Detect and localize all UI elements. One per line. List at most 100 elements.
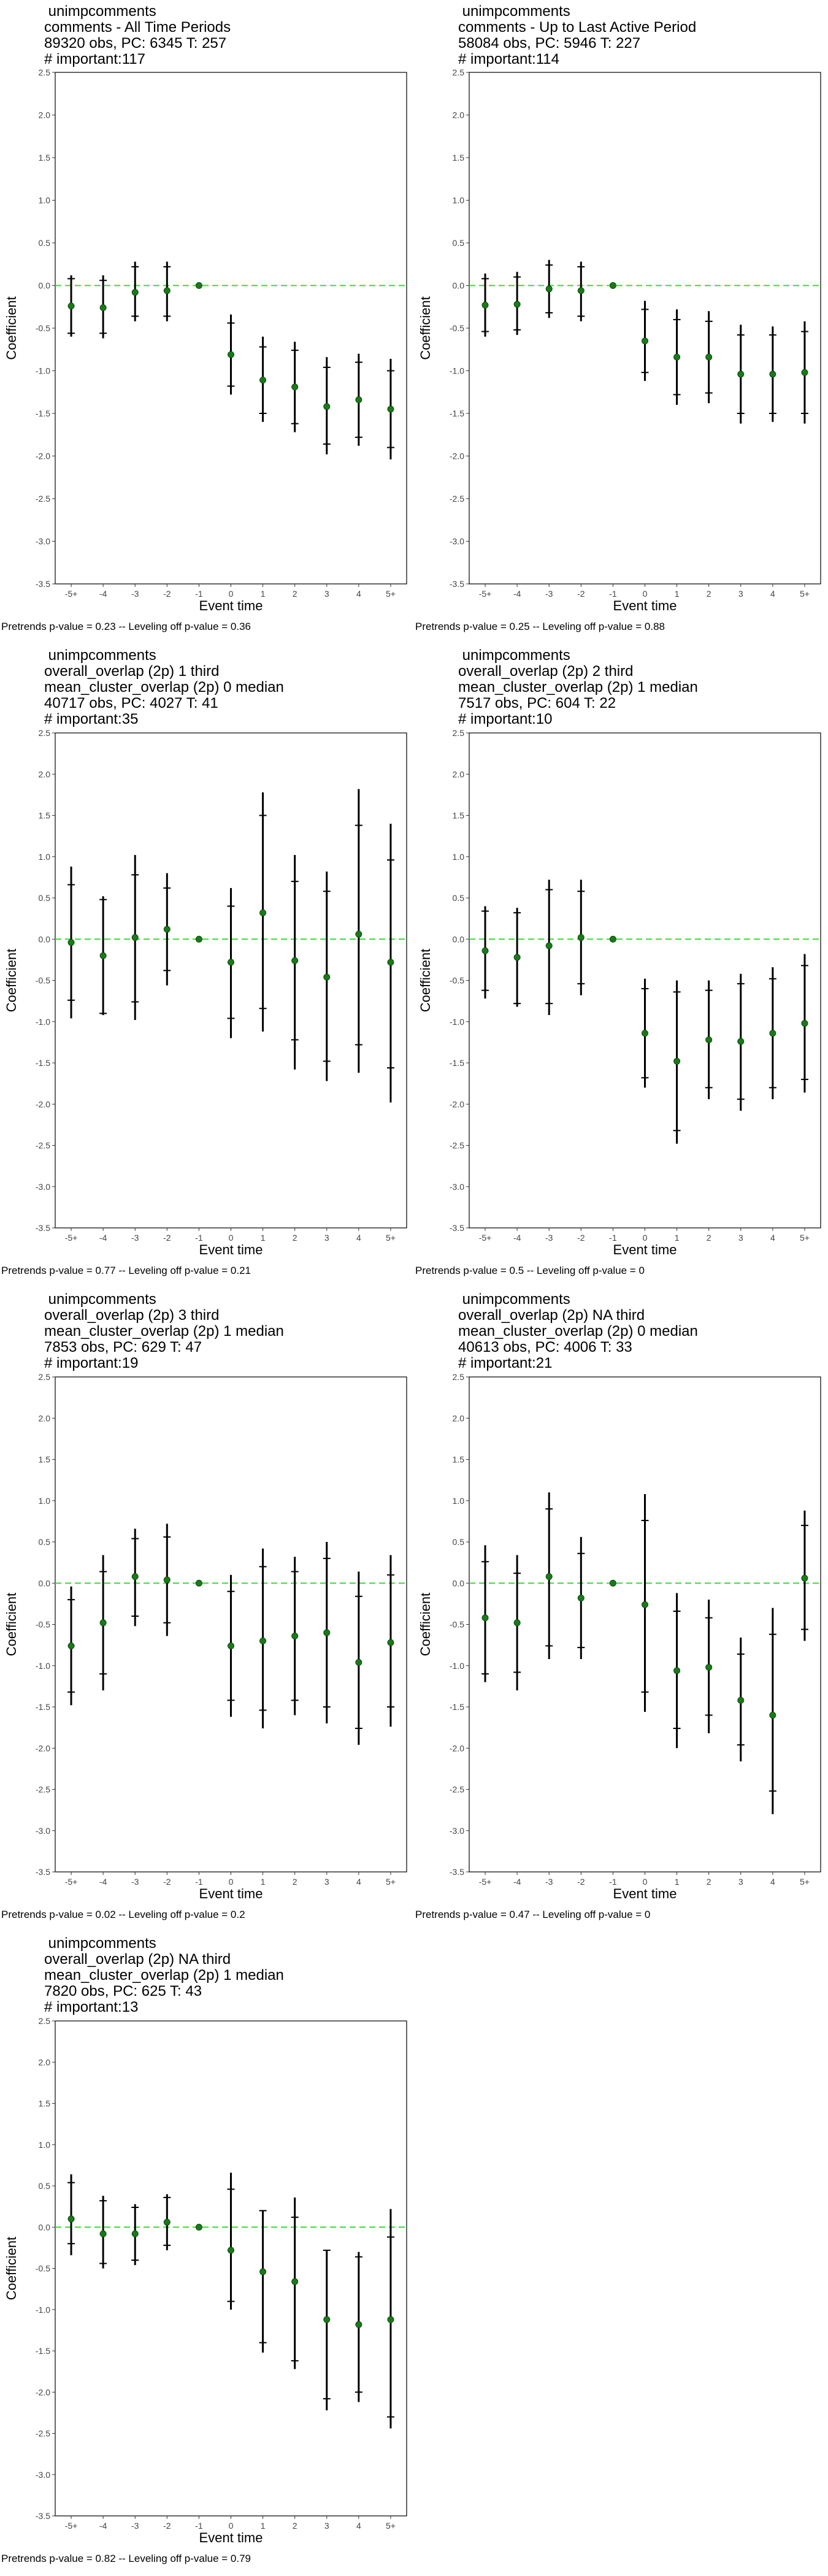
y-tick-label: 1.0 — [39, 196, 51, 205]
data-point — [195, 2223, 202, 2231]
x-tick-label: 2 — [293, 2521, 297, 2531]
y-tick-label: -2.5 — [450, 494, 464, 504]
chart-footer: Pretrends p-value = 0.02 -- Leveling off… — [1, 1909, 245, 1920]
x-tick-label: 3 — [738, 1233, 743, 1243]
y-tick-label: 1.5 — [39, 811, 51, 821]
data-point — [99, 2230, 107, 2237]
chart-footer: Pretrends p-value = 0.47 -- Leveling off… — [415, 1909, 651, 1920]
x-tick-label: 0 — [643, 1233, 648, 1243]
data-point — [163, 287, 171, 294]
y-axis-label: Coefficient — [4, 2237, 19, 2301]
data-point — [577, 287, 585, 294]
x-tick-label: 5+ — [800, 1877, 810, 1887]
y-tick-label: -1.5 — [450, 408, 464, 418]
x-tick-label: -5+ — [65, 1877, 78, 1887]
y-tick-label: 1.5 — [453, 1455, 465, 1465]
y-tick-label: -2.5 — [36, 494, 50, 504]
y-tick-label: -2.5 — [36, 2429, 50, 2439]
x-tick-label: -2 — [163, 1877, 171, 1887]
data-point — [481, 1614, 489, 1622]
data-point — [131, 2230, 139, 2237]
x-tick-label: 0 — [643, 589, 648, 599]
x-tick-label: 3 — [738, 1877, 743, 1887]
y-tick-label: -2.5 — [450, 1141, 464, 1151]
data-point — [67, 2215, 75, 2223]
y-tick-label: 0.5 — [453, 238, 465, 248]
y-tick-label: 1.5 — [453, 811, 465, 821]
x-axis-label: Event time — [613, 1242, 677, 1257]
x-tick-label: -1 — [195, 1233, 203, 1243]
x-tick-label: -5+ — [65, 2521, 78, 2531]
chart-plot: -3.5 -3.0 -2.5 -2.0 -1.5 -1.0 -0.5 0.0 0.5 1.0 1.5… — [4, 67, 407, 613]
x-tick-label: -1 — [609, 589, 617, 599]
data-point — [609, 935, 616, 943]
chart-title: unimpcomments comments - All Time Periods… — [44, 4, 231, 67]
y-tick-label: -1.0 — [36, 2305, 50, 2315]
y-tick-label: -3.5 — [450, 1867, 464, 1877]
data-point — [769, 1030, 776, 1037]
data-point — [577, 934, 585, 941]
y-tick-label: -2.0 — [450, 451, 464, 461]
chart-title: unimpcomments overall_overlap (2p) 3 thir… — [44, 1292, 284, 1371]
data-point — [323, 403, 331, 410]
chart-title-line: mean_cluster_overlap (2p) 1 median — [44, 1323, 284, 1340]
y-tick-label: 1.0 — [39, 1496, 51, 1506]
data-point — [545, 1573, 553, 1580]
x-tick-label: 4 — [356, 1877, 361, 1887]
x-tick-label: -2 — [163, 1233, 171, 1243]
y-tick-label: 1.0 — [39, 852, 51, 862]
data-point — [228, 2247, 234, 2254]
x-tick-label: 4 — [770, 589, 775, 599]
x-tick-label: 3 — [324, 1233, 329, 1243]
x-tick-label: 1 — [261, 1233, 266, 1243]
x-tick-label: 0 — [229, 2521, 234, 2531]
chart-title-line: mean_cluster_overlap (2p) 0 median — [458, 1323, 698, 1340]
data-point — [387, 1639, 394, 1646]
chart-title-line: unimpcomments — [458, 3, 570, 20]
chart-title-line: 40613 obs, PC: 4006 T: 33 — [458, 1339, 632, 1355]
y-tick-label: 1.5 — [453, 153, 465, 163]
data-point — [291, 1632, 299, 1639]
y-tick-label: -3.0 — [36, 537, 50, 546]
data-point — [642, 337, 648, 345]
chart-footer: Pretrends p-value = 0.77 -- Leveling off… — [1, 1265, 251, 1276]
chart-title: unimpcomments comments - Up to Last Activ… — [458, 4, 696, 67]
x-tick-label: -4 — [99, 1233, 107, 1243]
x-tick-label: -1 — [609, 1233, 617, 1243]
y-tick-label: 1.0 — [453, 1496, 465, 1506]
x-tick-label: -3 — [545, 589, 553, 599]
x-tick-label: -2 — [577, 1877, 585, 1887]
x-tick-label: 5+ — [386, 2521, 396, 2531]
x-axis-label: Event time — [613, 598, 677, 613]
y-tick-label: -3.5 — [450, 579, 464, 589]
chart-title: unimpcomments overall_overlap (2p) NA thi… — [458, 1292, 698, 1371]
x-tick-label: 1 — [675, 1233, 680, 1243]
y-tick-label: 2.0 — [39, 1413, 51, 1423]
chart-title: unimpcomments overall_overlap (2p) 2 thir… — [458, 648, 698, 727]
chart-title-line: comments - Up to Last Active Period — [458, 19, 697, 36]
y-tick-label: 2.5 — [453, 728, 465, 738]
x-tick-label: 4 — [356, 1233, 361, 1243]
data-point — [545, 285, 553, 293]
data-point — [163, 926, 171, 933]
x-tick-label: 2 — [293, 1233, 297, 1243]
data-point — [67, 939, 75, 946]
chart-title-line: overall_overlap (2p) 2 third — [458, 663, 634, 680]
x-tick-label: -5+ — [65, 1233, 78, 1243]
y-tick-label: 0.0 — [39, 2222, 51, 2232]
y-tick-label: -1.5 — [36, 1702, 50, 1712]
x-tick-label: -3 — [131, 1877, 139, 1887]
x-axis-label: Event time — [613, 1886, 677, 1901]
chart-title-line: # important:114 — [458, 51, 559, 67]
x-tick-label: -4 — [513, 1877, 521, 1887]
y-tick-label: -2.0 — [36, 451, 50, 461]
x-tick-label: -4 — [99, 2521, 107, 2531]
data-point — [131, 934, 139, 941]
x-tick-label: 5+ — [800, 589, 810, 599]
x-tick-label: 5+ — [386, 1877, 396, 1887]
x-tick-label: 5+ — [386, 1233, 396, 1243]
data-point — [259, 2268, 267, 2275]
y-tick-label: -2.5 — [36, 1141, 50, 1151]
chart-title: unimpcomments overall_overlap (2p) 1 thir… — [44, 648, 284, 727]
x-tick-label: 2 — [293, 1877, 297, 1887]
